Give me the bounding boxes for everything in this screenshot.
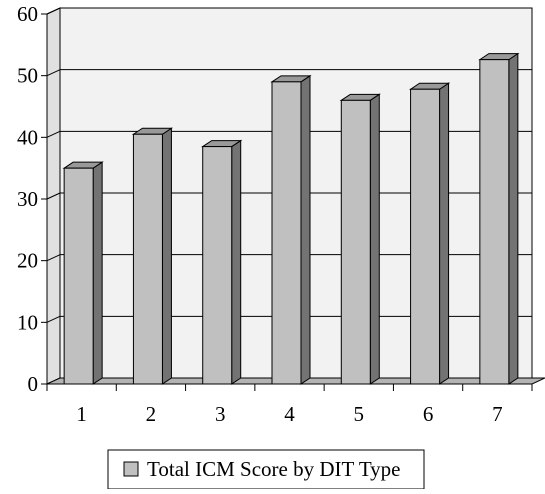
- gridline-depth: [46, 130, 61, 138]
- gridline-depth: [46, 192, 61, 200]
- bar-front: [132, 133, 163, 385]
- axes: 0 10 20 30 40 50 60 1 2 3 4 5 6 7: [17, 2, 533, 426]
- bar-side: [508, 52, 519, 385]
- y-tick-label: 20: [17, 249, 38, 273]
- bars: [62, 52, 520, 385]
- gridline-depth: [46, 254, 61, 262]
- legend: Total ICM Score by DIT Type: [107, 449, 425, 490]
- gridline-depth: [46, 7, 61, 15]
- gridline-depth: [46, 315, 61, 323]
- y-tick-label: 60: [17, 2, 38, 26]
- y-tick-label: 10: [17, 310, 38, 334]
- x-tick-label: 5: [354, 402, 365, 426]
- y-tick-label: 30: [17, 187, 38, 211]
- gridline-depth: [46, 69, 61, 77]
- x-tick-label: 4: [284, 402, 295, 426]
- bar-side: [92, 161, 103, 385]
- x-tick-label: 6: [423, 402, 434, 426]
- bar: [62, 161, 104, 385]
- legend-box: [107, 449, 425, 490]
- bar-side: [231, 139, 242, 385]
- bar-front: [271, 81, 302, 385]
- x-tick-label: 2: [146, 402, 157, 426]
- bar: [408, 82, 451, 385]
- bar-side: [300, 74, 311, 385]
- y-tick-label: 50: [17, 64, 38, 88]
- legend-label: Total ICM Score by DIT Type: [147, 457, 401, 481]
- bar-front: [63, 167, 94, 385]
- y-tick-label: 40: [17, 125, 38, 149]
- bar-front: [479, 59, 510, 385]
- bar-side: [439, 82, 450, 385]
- bar-side: [161, 127, 172, 385]
- bar-front: [202, 146, 233, 385]
- bar: [201, 139, 243, 385]
- bar: [270, 74, 312, 385]
- bar-front: [410, 88, 441, 385]
- bar-side: [369, 93, 380, 385]
- bar-front: [340, 99, 371, 385]
- x-tick-label: 7: [492, 402, 503, 426]
- bar: [339, 93, 381, 385]
- bar: [478, 52, 520, 385]
- x-tick-label: 1: [76, 402, 87, 426]
- bar: [131, 127, 174, 385]
- y-tick-label: 0: [28, 372, 39, 396]
- legend-swatch: [123, 461, 139, 477]
- x-tick-label: 3: [215, 402, 226, 426]
